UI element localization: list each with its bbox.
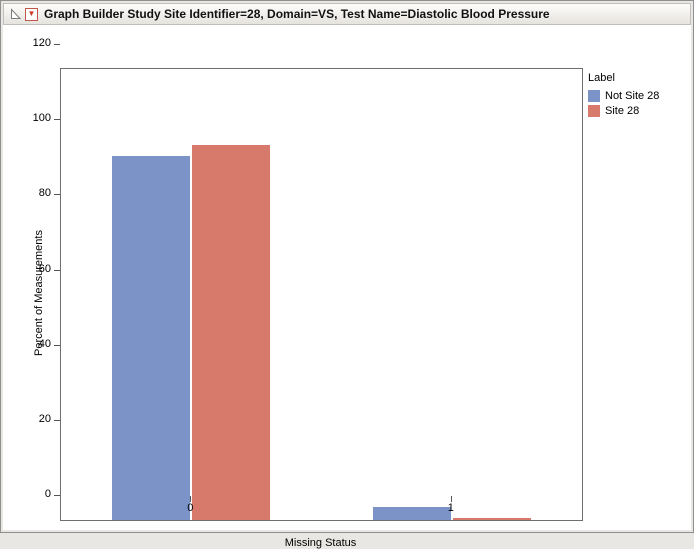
page-title: Graph Builder Study Site Identifier=28, … bbox=[44, 7, 550, 21]
bar-site-28-cat-1[interactable] bbox=[452, 518, 531, 520]
y-axis-tick bbox=[54, 495, 60, 496]
legend-item-label: Not Site 28 bbox=[605, 90, 660, 102]
y-axis-tick-label: 60 bbox=[38, 262, 51, 275]
legend: Label Not Site 28 Site 28 bbox=[588, 72, 659, 120]
legend-item[interactable]: Not Site 28 bbox=[588, 90, 659, 102]
y-axis-tick bbox=[54, 119, 60, 121]
y-axis-tick-label: 100 bbox=[32, 112, 51, 125]
x-axis-title: Missing Status bbox=[284, 537, 357, 549]
axes-layer: Percent of Measurements Missing Status L… bbox=[3, 25, 691, 549]
legend-item-label: Site 28 bbox=[605, 105, 640, 117]
y-axis-tick bbox=[54, 269, 60, 271]
legend-title: Label bbox=[588, 72, 615, 84]
y-axis-tick-label: 40 bbox=[38, 337, 51, 350]
y-axis-tick-label: 20 bbox=[38, 412, 51, 425]
x-axis-tick bbox=[450, 496, 452, 502]
y-axis-tick bbox=[54, 44, 60, 45]
disclosure-triangle-icon[interactable] bbox=[9, 8, 21, 20]
outline-title-bar: ▼ Graph Builder Study Site Identifier=28… bbox=[3, 3, 691, 25]
x-axis-tick-label: 1 bbox=[447, 502, 454, 514]
bar-not-site-28-cat-1[interactable] bbox=[372, 506, 451, 520]
legend-swatch bbox=[588, 90, 600, 102]
red-triangle-menu-icon[interactable]: ▼ bbox=[25, 7, 38, 21]
y-axis-tick-label: 80 bbox=[38, 187, 51, 200]
bar-not-site-28-cat-0[interactable] bbox=[112, 156, 191, 520]
y-axis-tick-label: 120 bbox=[32, 37, 51, 49]
y-axis-tick bbox=[54, 194, 60, 196]
x-axis-tick-label: 0 bbox=[187, 502, 194, 514]
y-axis-tick bbox=[54, 419, 60, 421]
chart-content: Percent of Measurements Missing Status L… bbox=[3, 25, 691, 549]
legend-swatch bbox=[588, 105, 600, 117]
bar-site-28-cat-0[interactable] bbox=[192, 144, 271, 520]
y-axis-tick bbox=[54, 344, 60, 346]
plot-area bbox=[60, 68, 583, 521]
x-axis-tick bbox=[190, 496, 192, 502]
legend-item[interactable]: Site 28 bbox=[588, 105, 659, 117]
y-axis-tick-label: 0 bbox=[44, 488, 51, 500]
legend-items: Not Site 28 Site 28 bbox=[588, 90, 659, 117]
